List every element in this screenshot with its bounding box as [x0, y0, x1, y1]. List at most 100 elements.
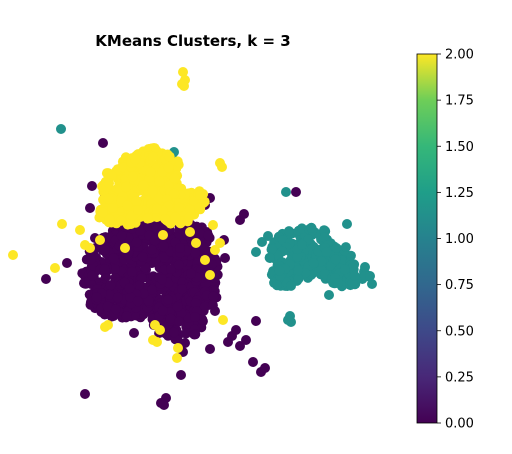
- cluster-2-point: [154, 176, 165, 187]
- cluster-0-point: [135, 225, 146, 236]
- cluster-0-point: [174, 316, 184, 327]
- cluster-0-point: [110, 264, 120, 275]
- cluster-0-point: [175, 243, 185, 253]
- cluster-2-point: [184, 204, 195, 215]
- cluster-2-point: [103, 193, 114, 204]
- cluster-2-point: [218, 315, 228, 325]
- cluster-1-point: [365, 271, 375, 281]
- cluster-2-point: [195, 190, 205, 200]
- cluster-2-point: [217, 162, 227, 172]
- cluster-0-point: [98, 138, 108, 148]
- cluster-0-point: [99, 264, 110, 274]
- cluster-0-point: [260, 363, 270, 373]
- cluster-0-point: [165, 313, 176, 324]
- cluster-0-point: [199, 301, 210, 312]
- cluster-0-point: [87, 181, 97, 191]
- cluster-1-point: [283, 315, 293, 325]
- cluster-1-point: [266, 244, 277, 255]
- cluster-1-point: [306, 222, 317, 233]
- cluster-2-point: [147, 151, 158, 162]
- colorbar-tick-label: 2.00: [445, 48, 474, 63]
- cluster-0-point: [41, 274, 51, 284]
- cluster-2-point: [103, 320, 113, 330]
- cluster-2: [8, 67, 228, 363]
- cluster-2-point: [122, 200, 133, 211]
- cluster-2-point: [127, 171, 138, 182]
- cluster-2-point: [142, 213, 153, 224]
- cluster-2-point: [75, 225, 85, 235]
- cluster-0-point: [190, 312, 200, 322]
- cluster-2-point: [184, 212, 195, 222]
- cluster-0-point: [138, 288, 149, 299]
- cluster-1-point: [324, 290, 334, 300]
- cluster-2-point: [120, 243, 130, 253]
- colorbar-tick-label: 1.00: [445, 232, 474, 247]
- cluster-2-point: [160, 214, 171, 224]
- cluster-0-point: [147, 284, 157, 295]
- cluster-0-point: [172, 301, 183, 312]
- cluster-2-point: [104, 178, 114, 189]
- cluster-1-point: [340, 242, 351, 253]
- cluster-2-point: [188, 196, 199, 206]
- cluster-0-point: [87, 270, 98, 281]
- cluster-2-point: [130, 154, 141, 165]
- colorbar: 0.00 0.25 0.50 0.75 1.00 1.25 1.50 1.75 2.00: [416, 48, 474, 432]
- cluster-2-point: [107, 202, 118, 213]
- cluster-0-point: [85, 203, 95, 213]
- cluster-0-point: [239, 209, 249, 219]
- cluster-2-point: [97, 207, 108, 218]
- cluster-1-point: [321, 246, 332, 257]
- cluster-1-point: [251, 247, 261, 257]
- cluster-0-point: [190, 298, 201, 309]
- cluster-2-point: [208, 220, 218, 230]
- cluster-1-point: [286, 280, 296, 291]
- cluster-1-point: [293, 273, 304, 284]
- cluster-0-point: [186, 268, 196, 279]
- cluster-0-point: [124, 283, 135, 294]
- cluster-0-point: [291, 187, 301, 197]
- cluster-2-point: [145, 167, 156, 178]
- cluster-0: [41, 138, 301, 410]
- cluster-0-point: [112, 292, 123, 303]
- cluster-2-point: [133, 205, 144, 215]
- cluster-2-point: [164, 151, 175, 162]
- cluster-0-point: [176, 370, 186, 380]
- cluster-2-point: [126, 219, 137, 229]
- cluster-0-point: [121, 311, 132, 322]
- cluster-0-point: [85, 254, 96, 265]
- cluster-0-point: [125, 292, 136, 303]
- cluster-1-point: [284, 226, 294, 237]
- cluster-2-point: [131, 196, 142, 207]
- cluster-2-point: [185, 227, 195, 237]
- cluster-0-point: [104, 289, 115, 300]
- cluster-2-point: [174, 202, 184, 213]
- cluster-0-point: [108, 253, 119, 264]
- cluster-0-point: [137, 251, 148, 262]
- cluster-2-point: [173, 343, 183, 353]
- colorbar-tick-label: 1.25: [445, 186, 474, 201]
- cluster-0-point: [102, 301, 113, 312]
- cluster-0-point: [190, 329, 201, 340]
- cluster-0-point: [62, 258, 72, 268]
- cluster-0-point: [180, 338, 190, 348]
- cluster-2-point: [170, 212, 181, 223]
- colorbar-tick-label: 0.50: [445, 324, 474, 339]
- cluster-0-point: [149, 235, 160, 246]
- cluster-0-point: [116, 230, 127, 241]
- cluster-2-point: [172, 353, 182, 363]
- cluster-1-point: [360, 262, 370, 272]
- cluster-2-point: [154, 193, 164, 204]
- cluster-0-point: [169, 327, 180, 338]
- cluster-0-point: [131, 237, 142, 248]
- cluster-2-point: [200, 255, 210, 265]
- colorbar-ticks: 0.00 0.25 0.50 0.75 1.00 1.25 1.50 1.75 2.00: [437, 48, 474, 432]
- cluster-0-point: [173, 259, 184, 270]
- cluster-2-point: [116, 215, 126, 226]
- cluster-2-point: [147, 185, 158, 196]
- cluster-0-point: [208, 291, 219, 302]
- cluster-2-point: [158, 230, 168, 240]
- cluster-0-point: [146, 244, 157, 255]
- cluster-1: [56, 124, 377, 327]
- cluster-1-point: [292, 252, 303, 262]
- cluster-1-point: [316, 256, 327, 267]
